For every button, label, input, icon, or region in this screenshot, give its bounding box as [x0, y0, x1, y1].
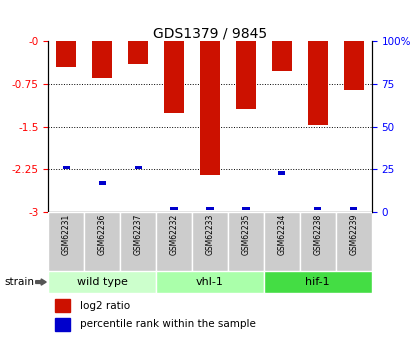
- Bar: [55, 318, 70, 331]
- Bar: [242, 207, 249, 210]
- Text: GSM62238: GSM62238: [313, 214, 322, 255]
- Text: hif-1: hif-1: [305, 277, 330, 287]
- Bar: [278, 171, 286, 175]
- Text: GSM62233: GSM62233: [205, 214, 215, 255]
- Bar: [350, 207, 357, 210]
- Text: GSM62235: GSM62235: [241, 214, 250, 255]
- Text: wild type: wild type: [77, 277, 128, 287]
- Bar: [120, 212, 156, 271]
- Text: GSM62234: GSM62234: [277, 214, 286, 255]
- Bar: [336, 212, 372, 271]
- Bar: [128, 41, 148, 64]
- Text: GSM62237: GSM62237: [134, 214, 143, 255]
- Bar: [63, 166, 70, 169]
- Bar: [171, 207, 178, 210]
- Text: GSM62239: GSM62239: [349, 214, 358, 255]
- Text: percentile rank within the sample: percentile rank within the sample: [80, 319, 256, 329]
- Text: GSM62236: GSM62236: [98, 214, 107, 255]
- Bar: [192, 212, 228, 271]
- Bar: [228, 212, 264, 271]
- Bar: [55, 299, 70, 312]
- Bar: [314, 207, 321, 210]
- Text: strain: strain: [4, 277, 34, 287]
- Bar: [264, 212, 300, 271]
- Bar: [48, 271, 156, 293]
- Text: vhl-1: vhl-1: [196, 277, 224, 287]
- Bar: [344, 41, 364, 90]
- Bar: [156, 271, 264, 293]
- Bar: [206, 207, 214, 210]
- Bar: [156, 212, 192, 271]
- Bar: [272, 41, 292, 71]
- Bar: [308, 41, 328, 125]
- Bar: [99, 181, 106, 185]
- Bar: [84, 212, 120, 271]
- Bar: [134, 166, 142, 169]
- Text: GSM62231: GSM62231: [62, 214, 71, 255]
- Text: GSM62232: GSM62232: [170, 214, 178, 255]
- Bar: [236, 41, 256, 109]
- Bar: [92, 41, 112, 78]
- Text: log2 ratio: log2 ratio: [80, 301, 130, 310]
- Bar: [48, 212, 84, 271]
- Bar: [264, 271, 372, 293]
- Bar: [164, 41, 184, 112]
- Bar: [300, 212, 336, 271]
- Bar: [56, 41, 76, 67]
- Title: GDS1379 / 9845: GDS1379 / 9845: [153, 26, 267, 40]
- Bar: [200, 41, 220, 175]
